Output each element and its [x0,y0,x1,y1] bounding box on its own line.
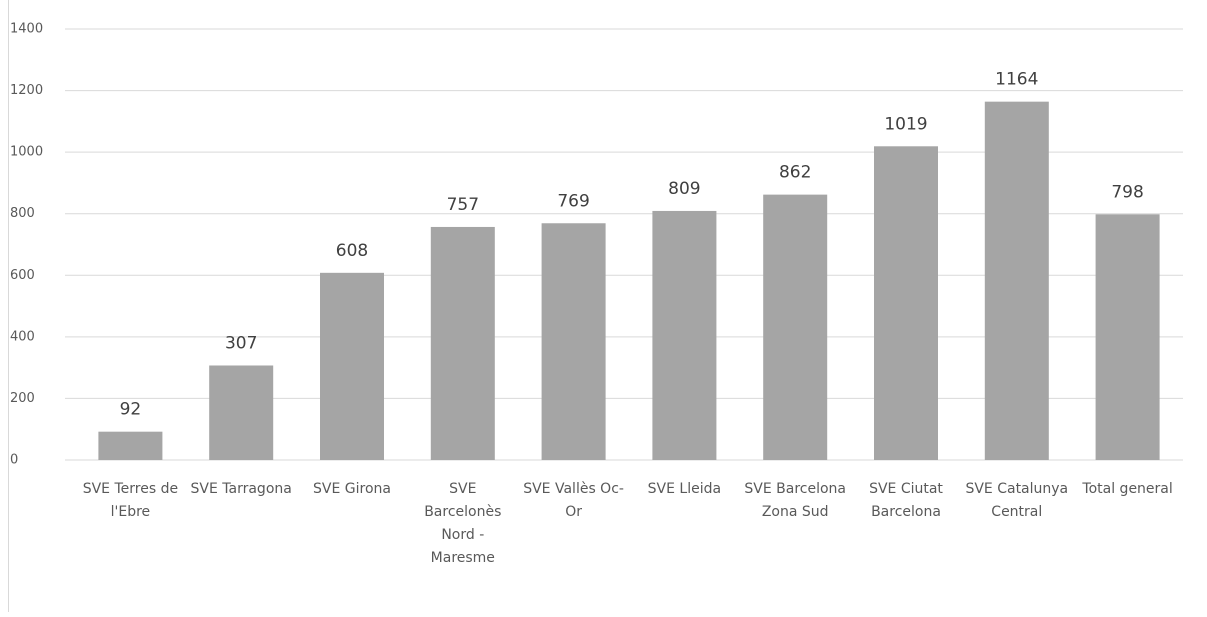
data-label: 809 [668,179,700,199]
x-tick-label: Total general [1082,481,1173,497]
x-tick-label: SVE Terres de l'Ebre [82,481,179,520]
bar [984,101,1049,460]
data-label: 757 [447,195,479,215]
data-label: 798 [1111,182,1143,202]
x-tick-label: SVE Girona [313,481,391,497]
data-label: 1019 [884,114,927,134]
bar [541,223,606,460]
bar [874,146,938,460]
y-tick-label: 1000 [10,145,43,160]
bar [430,226,495,460]
data-label: 608 [336,241,368,261]
bar [320,272,384,460]
y-tick-label: 200 [10,391,35,406]
y-tick-label: 0 [10,453,18,468]
bar [209,365,274,460]
data-label: 307 [225,333,257,353]
y-tick-label: 1400 [10,22,43,37]
bar [652,210,717,460]
data-label: 769 [557,191,589,211]
data-label: 862 [779,163,811,183]
bar [763,194,828,460]
x-tick-label: SVE Vallès Oc-Or [523,481,624,520]
x-tick-label: SVE Barcelonès Nord - Maresme [424,481,502,566]
x-tick-label: SVE Ciutat Barcelona [869,481,943,520]
bar [1095,214,1160,460]
x-tick-label: SVE Tarragona [190,481,292,497]
x-tick-label: SVE Barcelona Zona Sud [744,481,846,520]
data-label: 1164 [995,70,1038,90]
y-tick-label: 400 [10,329,35,344]
y-tick-label: 1200 [10,83,43,98]
data-label: 92 [120,400,142,420]
bar [98,431,163,460]
y-tick-label: 600 [10,268,35,283]
y-tick-label: 800 [10,206,35,221]
x-tick-label: SVE Catalunya Central [965,481,1069,520]
x-tick-label: SVE Lleida [647,481,722,497]
